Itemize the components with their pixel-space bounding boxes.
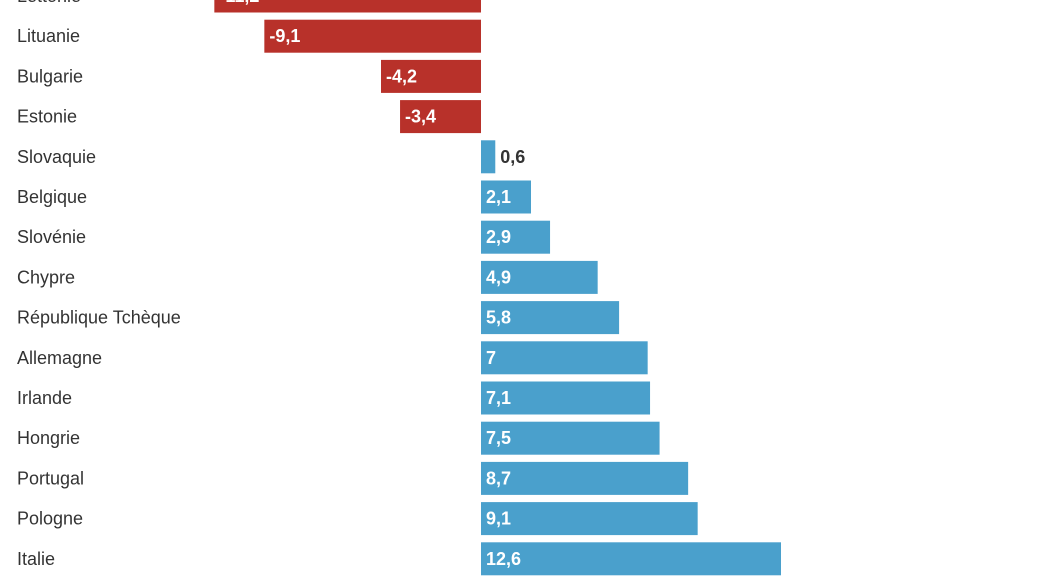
value-label: 2,9: [486, 227, 511, 247]
bar: [481, 220, 551, 254]
category-label: Estonie: [17, 107, 77, 127]
value-label: 5,8: [486, 308, 511, 328]
bar: [381, 59, 481, 93]
value-label: 7,1: [486, 388, 511, 408]
bar: [481, 260, 598, 294]
value-label: 2,1: [486, 187, 511, 207]
bar: [481, 542, 781, 576]
category-label: Irlande: [17, 388, 72, 408]
category-label: Lituanie: [17, 26, 80, 46]
category-label: Chypre: [17, 267, 75, 287]
bar: [481, 140, 496, 174]
category-label: Belgique: [17, 187, 87, 207]
value-label: -3,4: [405, 107, 436, 127]
bar: [400, 100, 481, 134]
category-label: Slovaquie: [17, 147, 96, 167]
bar: [481, 301, 620, 335]
bar: [214, 0, 482, 13]
value-label: -9,1: [269, 26, 300, 46]
bar: [481, 180, 531, 214]
value-label: 7,5: [486, 428, 511, 448]
category-label: République Tchèque: [17, 308, 181, 328]
value-label: 7: [486, 348, 496, 368]
bar: [481, 341, 648, 375]
value-label: -11,2: [219, 0, 259, 6]
value-label: -4,2: [386, 66, 417, 86]
value-label: 9,1: [486, 509, 511, 529]
bar: [264, 19, 481, 53]
value-label: 8,7: [486, 468, 511, 488]
bar: [481, 502, 698, 536]
category-label: Portugal: [17, 468, 84, 488]
bar: [481, 381, 651, 415]
category-label: Hongrie: [17, 428, 80, 448]
category-label: Italie: [17, 549, 55, 569]
category-label: Pologne: [17, 509, 83, 529]
category-label: Slovénie: [17, 227, 86, 247]
bar: [481, 461, 689, 495]
bar: [481, 421, 660, 455]
category-label: Bulgarie: [17, 66, 83, 86]
value-label: 12,6: [486, 549, 521, 569]
category-label: Allemagne: [17, 348, 102, 368]
value-label: 4,9: [486, 267, 511, 287]
category-label: Lettonie: [17, 0, 81, 6]
value-label: 0,6: [500, 147, 525, 167]
